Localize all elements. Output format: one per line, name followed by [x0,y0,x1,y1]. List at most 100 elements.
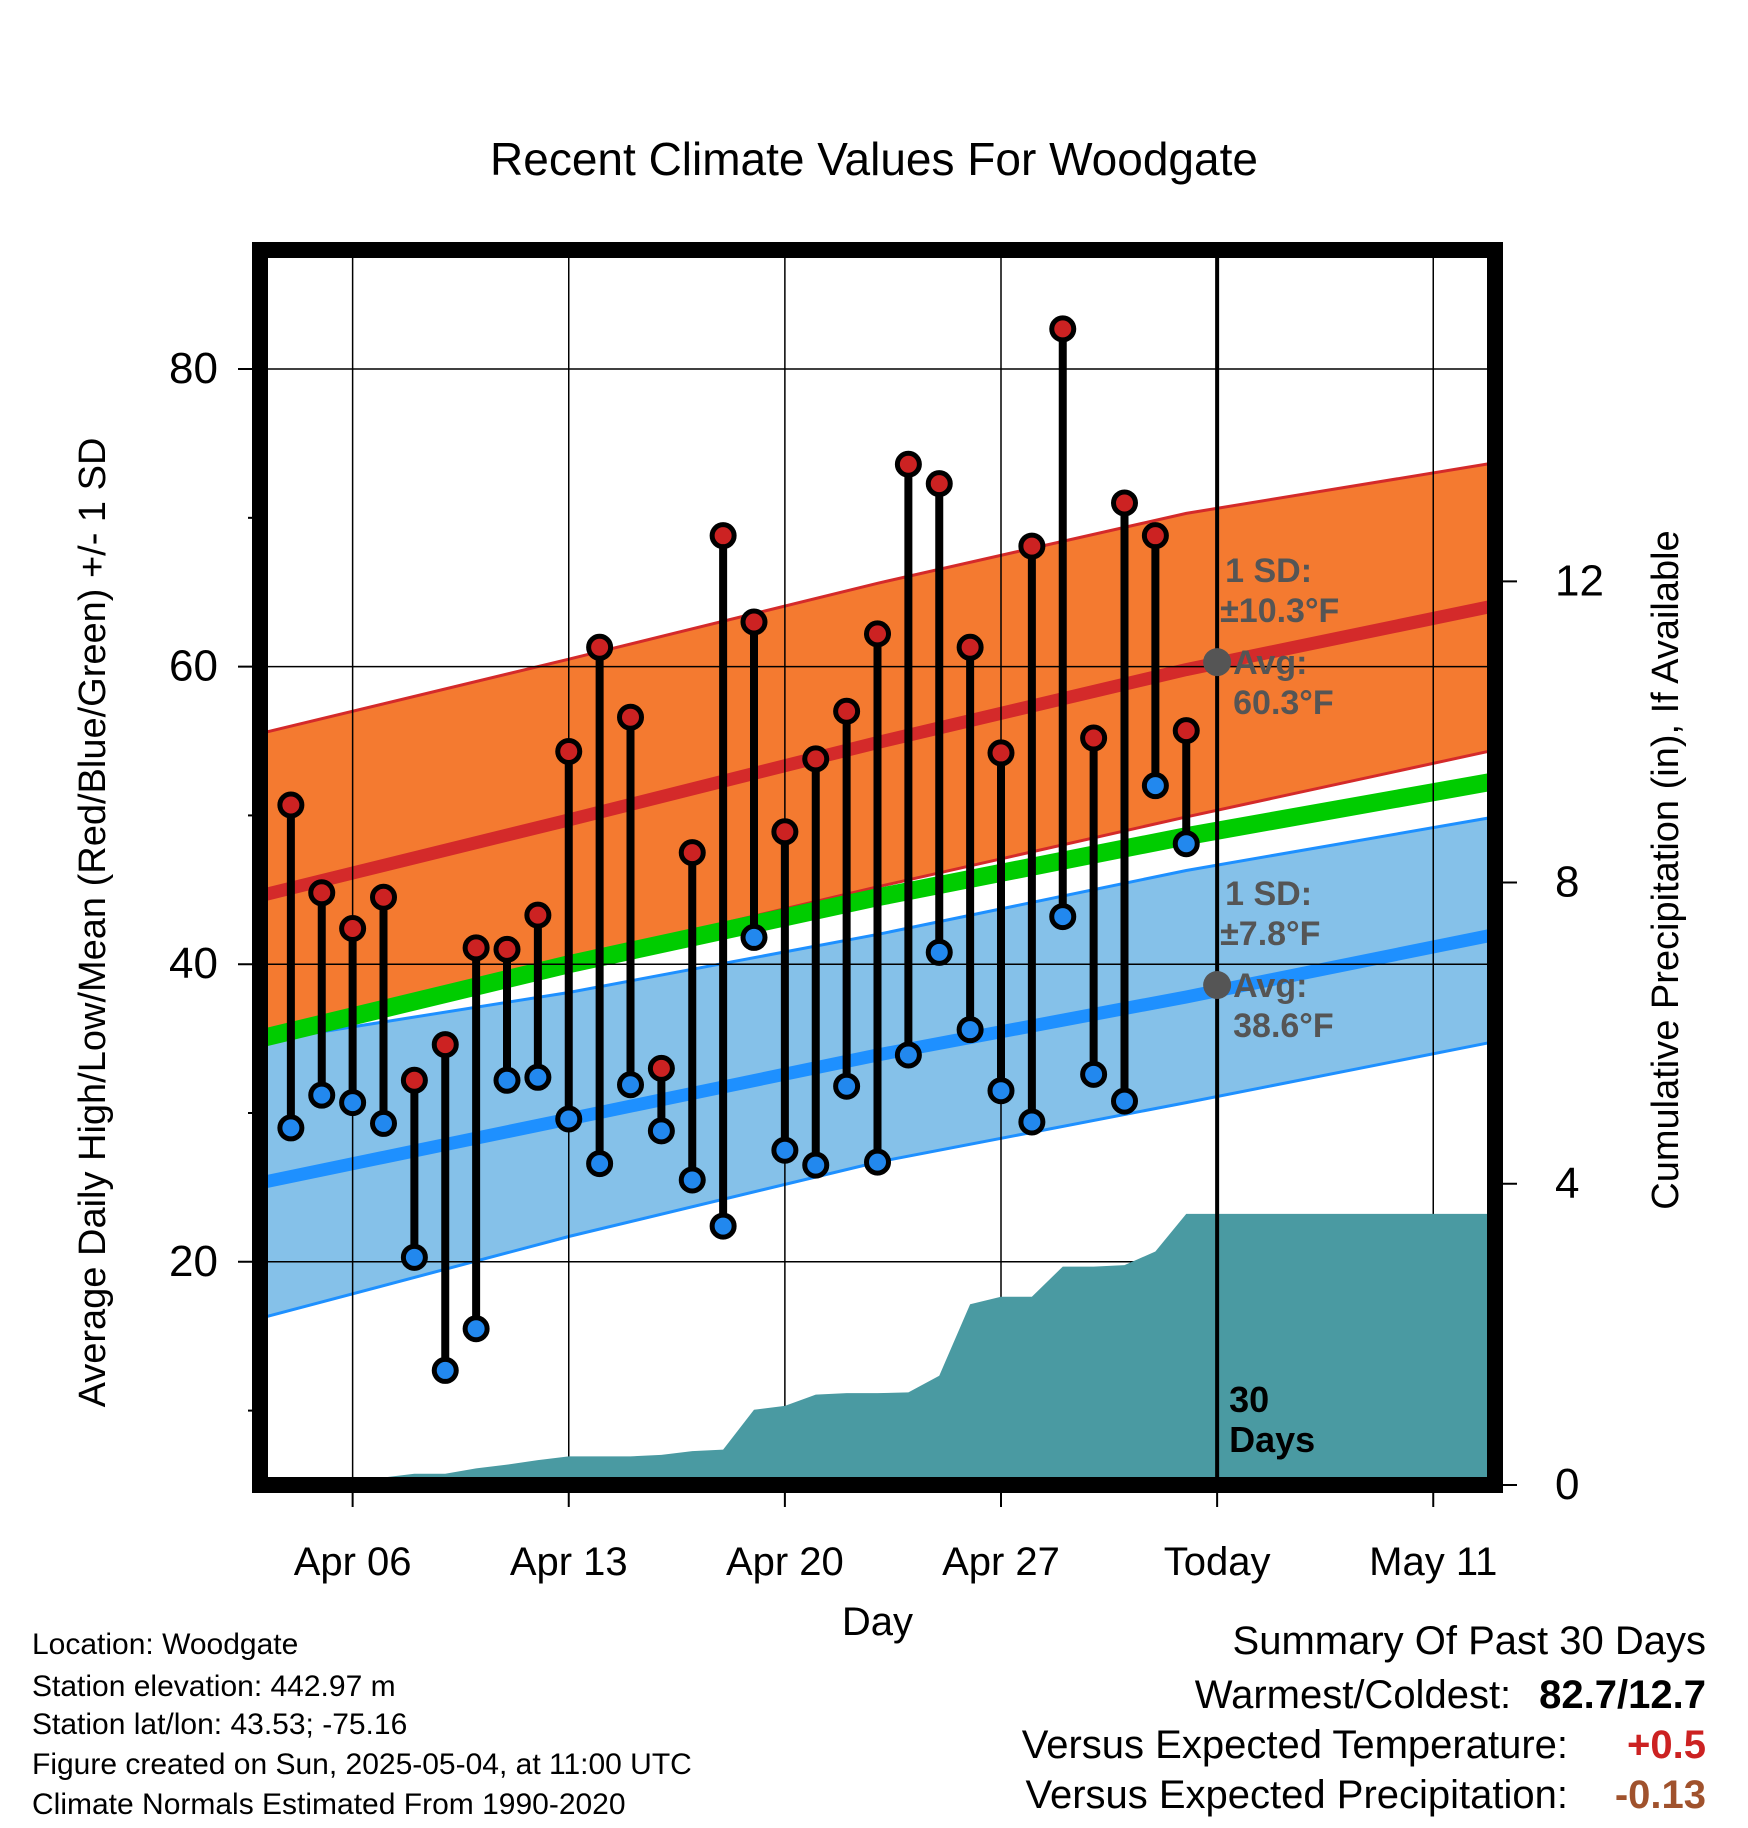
x-tick-label: Apr 20 [726,1540,844,1584]
low-point [894,1041,922,1069]
low-point [771,1136,799,1164]
low-point [833,1072,861,1100]
high-point [339,915,367,943]
summary-temp-label: Versus Expected Temperature: [1021,1723,1568,1767]
summary-warm-cold-label: Warmest/Coldest: [1194,1673,1512,1717]
high-point [617,703,644,731]
high-point [771,818,799,846]
low-point [339,1089,367,1117]
low-point [308,1081,336,1109]
y-tick-label: 20 [169,1237,218,1286]
low-point [277,1114,305,1142]
low-point [370,1109,397,1137]
high-point [1141,522,1169,550]
high-point [370,883,397,911]
high-point [524,901,552,929]
high-point [431,1031,459,1059]
summary-precip-label: Versus Expected Precipitation: [1025,1773,1568,1817]
high-point [987,739,1015,767]
high-point [555,737,583,765]
low-sd-label: 38.6°F [1233,1007,1334,1045]
info-created: Figure created on Sun, 2025-05-04, at 11… [32,1748,692,1781]
high-point [709,522,737,550]
low-point [956,1016,984,1044]
summary-title: Summary Of Past 30 Days [1232,1619,1706,1663]
high-point [493,935,521,963]
summary-temp-value: +0.5 [1627,1723,1706,1767]
summary-precip: Versus Expected Precipitation: -0.13 [1025,1774,1706,1816]
high-point [1172,717,1200,745]
low-point [586,1150,614,1178]
summary-precip-value: -0.13 [1614,1773,1706,1817]
low-point [493,1066,521,1094]
high-point [462,934,490,962]
low-point [1018,1108,1046,1136]
y-axis-label: Average Daily High/Low/Mean (Red/Blue/Gr… [72,438,114,1408]
low-point [1080,1060,1108,1088]
high-sd-label: 1 SD: [1225,552,1312,590]
x-tick-label: Today [1164,1540,1271,1584]
info-normals: Climate Normals Estimated From 1990-2020 [32,1788,626,1821]
low-point [925,938,953,966]
high-point [802,745,830,773]
high-point [740,608,768,636]
summary-temp: Versus Expected Temperature: +0.5 [1022,1724,1706,1766]
high-point [1111,489,1138,517]
low-point [431,1356,459,1384]
info-location: Location: Woodgate [32,1628,299,1661]
x-tick-label: May 11 [1369,1540,1497,1584]
low-point [617,1071,644,1099]
chart-title: Recent Climate Values For Woodgate [490,133,1258,185]
window-label: 30 [1229,1379,1269,1420]
y2-tick-label: 12 [1555,556,1604,605]
window-label: Days [1229,1419,1315,1460]
low-point [647,1117,675,1145]
high-point [1049,315,1077,343]
y2-tick-label: 4 [1555,1159,1579,1208]
low-point [1172,830,1200,858]
low-point [400,1243,428,1271]
summary-warm-cold: Warmest/Coldest: 82.7/12.7 [1195,1674,1706,1716]
low-point [709,1212,737,1240]
high-point [956,633,984,661]
low-point [678,1166,706,1194]
info-latlon: Station lat/lon: 43.53; -75.16 [32,1708,408,1741]
y-tick-label: 60 [169,642,218,691]
high-point [925,470,953,498]
low-sd-avg-marker [1203,971,1232,1000]
low-point [462,1315,490,1343]
x-axis-label: Day [842,1600,913,1644]
low-point [1141,772,1169,800]
high-point [308,879,336,907]
x-tick-label: Apr 27 [942,1540,1060,1584]
low-sd-label: 1 SD: [1225,875,1312,913]
low-point [524,1063,552,1091]
high-sd-label: 60.3°F [1233,684,1334,722]
high-sd-label: ±10.3°F [1220,592,1339,630]
low-point [802,1151,830,1179]
high-point [400,1066,428,1094]
y2-tick-label: 8 [1555,858,1579,907]
high-sd-label: Avg: [1233,644,1307,682]
high-point [678,839,706,867]
info-elevation: Station elevation: 442.97 m [32,1670,396,1703]
x-tick-label: Apr 06 [294,1540,412,1584]
y-tick-label: 40 [169,939,218,988]
low-point [555,1105,583,1133]
y2-axis-label: Cumulative Precipitation (in), If Availa… [1645,530,1687,1209]
summary-warm-cold-value: 82.7/12.7 [1539,1673,1706,1717]
low-point [864,1148,891,1176]
high-point [833,697,861,725]
y2-tick-label: 0 [1555,1460,1579,1509]
low-point [1111,1087,1138,1115]
high-point [647,1054,675,1082]
precipitation-area [260,1213,1495,1485]
high-band-upper-edge [259,461,1496,736]
low-point [1049,903,1077,931]
high-sd-avg-marker [1203,648,1232,677]
low-point [740,923,768,951]
high-point [277,791,305,819]
plot-frame [252,242,1503,1493]
low-sd-label: ±7.8°F [1220,915,1320,953]
